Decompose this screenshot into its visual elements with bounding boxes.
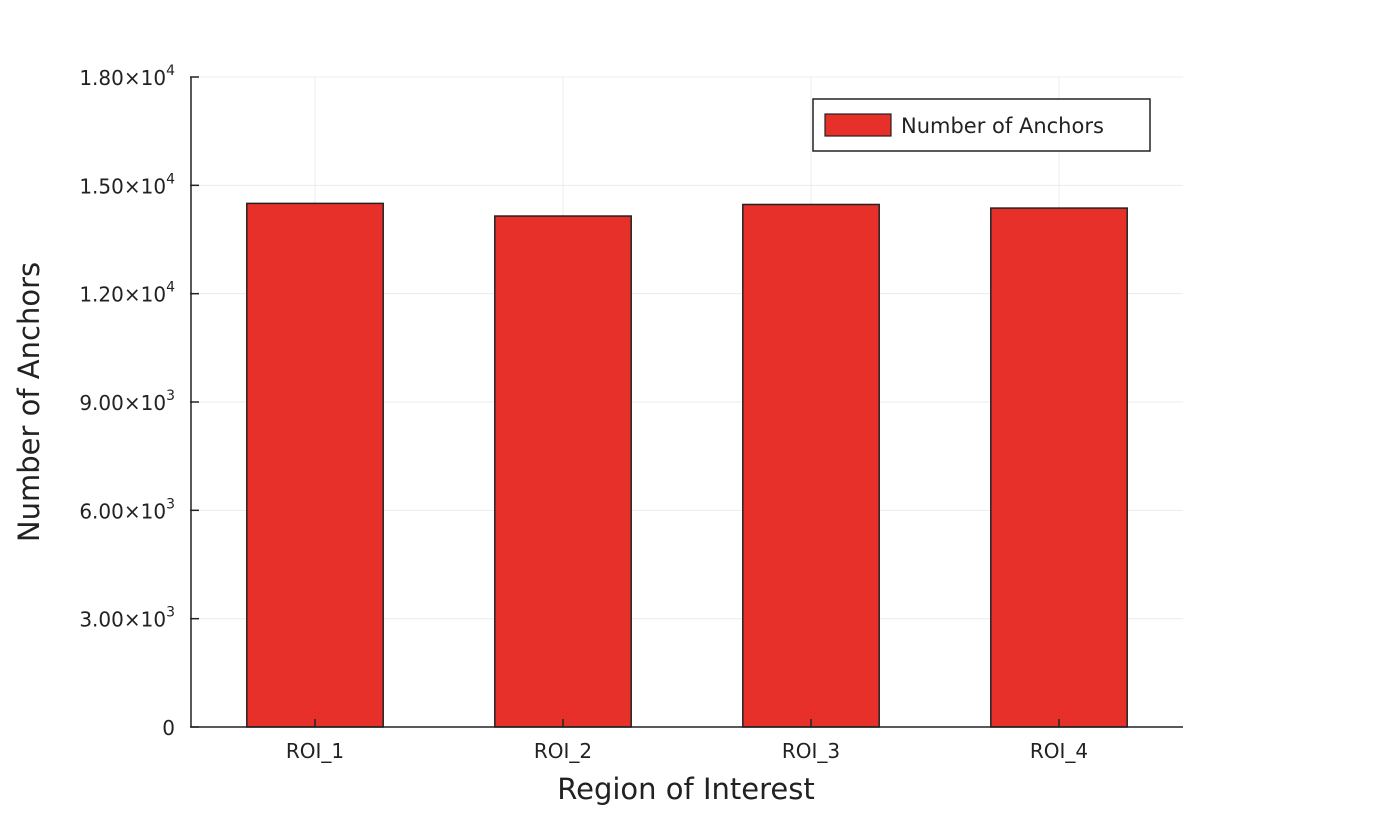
y-tick-mantissa: 1.80×10	[79, 66, 166, 90]
x-axis-title: Region of Interest	[557, 772, 814, 806]
y-tick-mantissa: 0	[162, 716, 175, 740]
y-axis-title: Number of Anchors	[12, 262, 46, 542]
y-tick-exponent: 4	[166, 171, 175, 187]
y-tick-exponent: 4	[166, 280, 175, 296]
bars	[246, 202, 1128, 728]
y-tick-label: 6.00×103	[79, 496, 175, 523]
bar-roi-2	[494, 215, 632, 728]
x-tick-label: ROI_3	[782, 739, 840, 763]
y-tick-label: 0	[162, 716, 175, 740]
legend-swatch	[824, 113, 892, 137]
y-tick-mantissa: 1.50×10	[79, 174, 166, 198]
y-tick-label: 1.20×104	[79, 280, 175, 307]
y-tick-exponent: 4	[166, 63, 175, 79]
bar-roi-3	[742, 203, 880, 728]
y-tick-labels: 03.00×1036.00×1039.00×1031.20×1041.50×10…	[79, 63, 175, 740]
x-tick-label: ROI_1	[286, 739, 344, 763]
x-tick-label: ROI_4	[1030, 739, 1088, 763]
axes	[190, 76, 1183, 728]
legend-label: Number of Anchors	[901, 114, 1104, 138]
y-tick-exponent: 3	[166, 388, 175, 404]
y-tick-label: 9.00×103	[79, 388, 175, 415]
y-tick-mantissa: 3.00×10	[79, 608, 166, 632]
legend: Number of Anchors	[812, 98, 1151, 152]
y-tick-label: 3.00×103	[79, 605, 175, 632]
bar-roi-1	[246, 202, 384, 728]
y-tick-mantissa: 9.00×10	[79, 391, 166, 415]
y-tick-exponent: 3	[166, 496, 175, 512]
x-tick-labels: ROI_1 ROI_2 ROI_3 ROI_4	[286, 739, 1088, 763]
y-tick-mantissa: 1.20×10	[79, 283, 166, 307]
x-tick-label: ROI_2	[534, 739, 592, 763]
bar-roi-4	[990, 207, 1128, 728]
y-tick-mantissa: 6.00×10	[79, 499, 166, 523]
y-tick-label: 1.80×104	[79, 63, 175, 90]
y-tick-exponent: 3	[166, 605, 175, 621]
y-tick-label: 1.50×104	[79, 171, 175, 198]
